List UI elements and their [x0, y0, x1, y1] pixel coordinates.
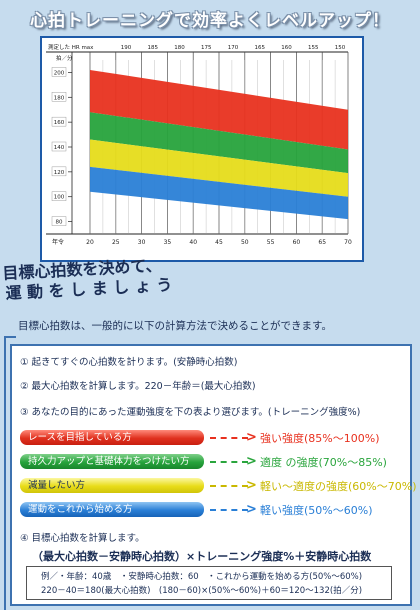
- arrow-right-icon: >: [246, 502, 257, 517]
- y-tick-label: 180: [54, 95, 65, 101]
- level-bar-beginner: 運動をこれから始める方: [20, 502, 204, 517]
- dash-arrow-weightloss: [210, 485, 248, 487]
- y-tick-box: [51, 141, 67, 152]
- y-tick-box: [51, 116, 67, 127]
- chart-band-2: [90, 139, 348, 197]
- dash-arrow-beginner: [210, 509, 248, 511]
- x-tick-label: 40: [189, 239, 197, 246]
- page-title: 心拍トレーニングで効率よくレベルアップ！: [30, 11, 390, 31]
- hrmax-tick-label: 185: [148, 45, 159, 51]
- dash-arrow-race: [210, 437, 248, 439]
- intensity-beginner: 軽い強度(50%〜60%): [260, 504, 373, 517]
- x-tick-label: 70: [344, 239, 352, 246]
- x-tick-label: 25: [112, 239, 120, 246]
- level-bar-race: レースを目指している方: [20, 430, 204, 445]
- y-tick-box: [51, 67, 67, 77]
- y-tick-box: [51, 92, 67, 102]
- arrow-right-icon: >: [246, 430, 257, 445]
- y-tick-box: [51, 191, 67, 201]
- step-4: ④ 目標心拍数を計算します。: [20, 533, 145, 544]
- hrmax-tick-label: 170: [228, 45, 239, 51]
- formula: （最大心拍数－安静時心拍数）×トレーニング強度%＋安静時心拍数: [32, 550, 372, 563]
- x-axis-label: 年令: [52, 238, 64, 246]
- x-tick-label: 65: [318, 239, 326, 246]
- corner-label-unit: 拍／分: [56, 54, 73, 62]
- x-tick-label: 45: [215, 239, 223, 246]
- hrmax-tick-label: 150: [335, 45, 346, 51]
- steps-box: ① 起きてすぐの心拍数を計ります。(安静時心拍数) ② 最大心拍数を計算します。…: [10, 344, 416, 606]
- hrmax-tick-label: 160: [281, 45, 292, 51]
- level-bar-endurance: 持久力アップと基礎体力をつけたい方: [20, 454, 204, 469]
- y-tick-label: 160: [54, 120, 65, 126]
- chart-svg: 200 180 160 140 120 100 80 190 185 180 175 170 165 16…: [46, 43, 352, 246]
- example-line-2: 220－40＝180(最大心拍数) (180－60)×(50%〜60%)＋60＝…: [41, 586, 363, 596]
- chart-band-3: [90, 166, 348, 220]
- intensity-race: 強い強度(85%〜100%): [260, 432, 380, 445]
- step-1: ① 起きてすぐの心拍数を計ります。(安静時心拍数): [20, 357, 238, 368]
- intensity-endurance: 適度 の強度(70%〜85%): [260, 456, 387, 469]
- dash-arrow-endurance: [210, 461, 248, 463]
- y-tick-label: 200: [54, 70, 65, 76]
- x-tick-label: 20: [86, 239, 94, 246]
- y-tick-label: 100: [54, 195, 65, 201]
- intro-text: 目標心拍数は、一般的に以下の計算方法で決めることができます。: [18, 320, 332, 332]
- chart-band-1: [90, 112, 348, 174]
- example-line-1: 例／・年齢：40歳 ・安静時心拍数：60 ・これから運動を始める方(50%〜60…: [41, 572, 363, 582]
- x-tick-label: 60: [293, 239, 301, 246]
- x-tick-label: 55: [267, 239, 275, 246]
- y-tick-box: [51, 216, 67, 226]
- y-tick-label: 80: [56, 220, 63, 226]
- section-heading: 目標心拍数を決めて、 運 動 を し ま し ょ う: [2, 255, 173, 304]
- hrmax-tick-label: 175: [201, 45, 212, 51]
- arrow-right-icon: >: [246, 478, 257, 493]
- bracket-decoration: [4, 336, 16, 610]
- level-bar-weightloss: 減量したい方: [20, 478, 204, 493]
- chart-band-0: [90, 69, 348, 150]
- heart-rate-chart: 200 180 160 140 120 100 80 190 185 180 175 170 165 16…: [40, 36, 364, 262]
- step-3: ③ あなたの目的にあった運動強度を下の表より選びます。(トレーニング強度%): [20, 407, 361, 418]
- hrmax-tick-label: 190: [121, 45, 132, 51]
- arrow-right-icon: >: [246, 454, 257, 469]
- hrmax-tick-label: 155: [308, 45, 319, 51]
- step-2: ② 最大心拍数を計算します。220－年齢＝(最大心拍数): [20, 381, 256, 392]
- example-box: 例／・年齢：40歳 ・安静時心拍数：60 ・これから運動を始める方(50%〜60…: [26, 566, 392, 600]
- y-tick-label: 120: [54, 170, 65, 176]
- y-tick-label: 140: [54, 145, 65, 151]
- hrmax-tick-label: 180: [174, 45, 185, 51]
- x-tick-label: 35: [164, 239, 172, 246]
- intensity-weightloss: 軽い〜適度の強度(60%〜70%): [260, 480, 417, 493]
- hrmax-tick-label: 165: [255, 45, 266, 51]
- y-tick-box: [51, 166, 67, 177]
- corner-label-top: 測定した HR max: [48, 43, 94, 51]
- x-tick-label: 50: [241, 239, 249, 246]
- x-tick-label: 30: [138, 239, 146, 246]
